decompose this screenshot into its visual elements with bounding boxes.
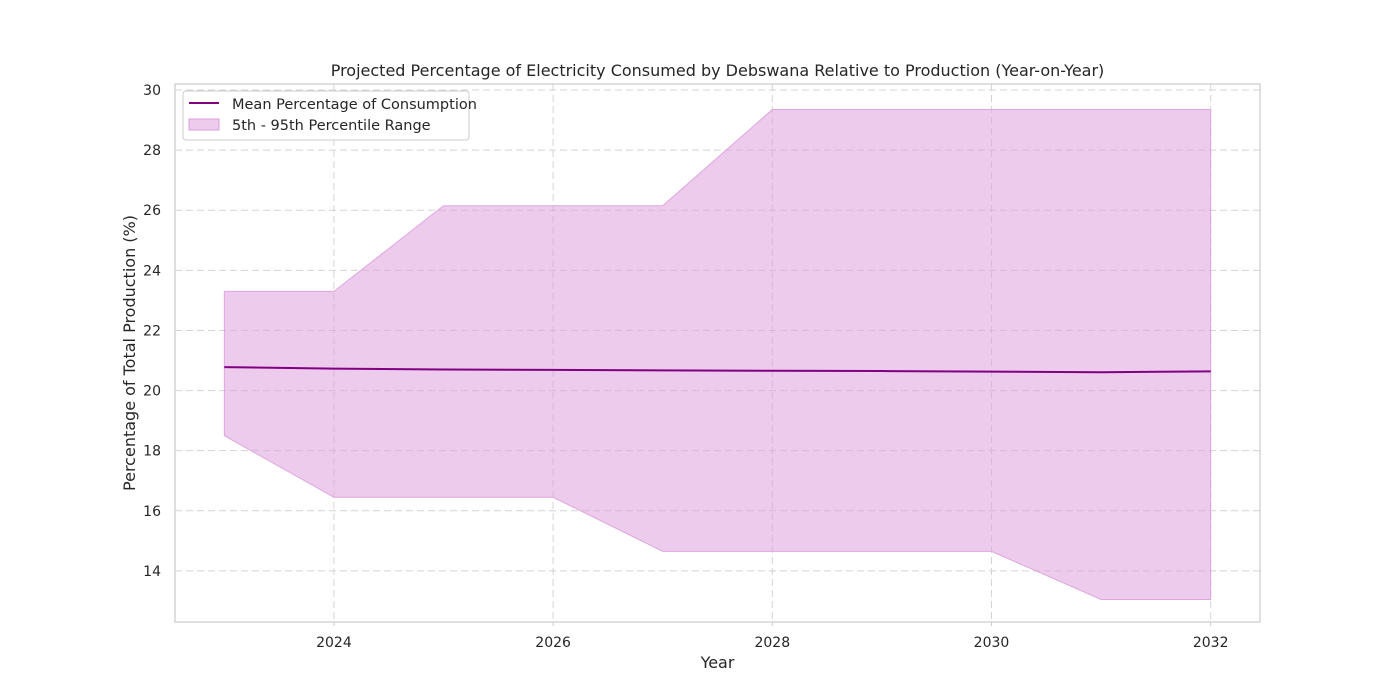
mean-line-layer bbox=[224, 366, 1211, 374]
plot-frame bbox=[174, 83, 1261, 623]
y-tick-label: 18 bbox=[143, 444, 161, 460]
y-tick-label: 24 bbox=[143, 263, 161, 279]
y-tick-label: 26 bbox=[143, 203, 161, 219]
percentile-band-layer bbox=[223, 109, 1212, 600]
x-tick-label: 2030 bbox=[974, 635, 1010, 651]
x-tick-label: 2028 bbox=[754, 635, 790, 651]
y-tick-label: 22 bbox=[143, 323, 161, 339]
y-axis-label: Percentage of Total Production (%) bbox=[120, 215, 139, 491]
chart-title: Projected Percentage of Electricity Cons… bbox=[331, 61, 1105, 80]
y-tick-label: 20 bbox=[143, 384, 161, 400]
legend-label-band: 5th - 95th Percentile Range bbox=[232, 118, 431, 134]
y-tick-label: 30 bbox=[143, 83, 161, 99]
y-tick-label: 16 bbox=[143, 504, 161, 520]
y-tick-labels: 14 16 18 20 22 24 26 28 30 bbox=[143, 83, 161, 580]
legend-swatch-band bbox=[188, 118, 220, 131]
y-tick-label: 28 bbox=[143, 143, 161, 159]
percentile-band bbox=[223, 109, 1212, 600]
x-tick-label: 2026 bbox=[535, 635, 571, 651]
mean-line bbox=[224, 366, 1211, 374]
x-tick-labels: 2024 2026 2028 2030 2032 bbox=[316, 622, 1229, 651]
legend: Mean Percentage of Consumption 5th - 95t… bbox=[182, 90, 477, 141]
x-axis-label: Year bbox=[700, 653, 735, 672]
legend-box bbox=[182, 90, 470, 141]
legend-label-mean: Mean Percentage of Consumption bbox=[232, 97, 477, 113]
x-tick-label: 2032 bbox=[1193, 635, 1229, 651]
y-tick-label: 14 bbox=[143, 564, 161, 580]
x-tick-label: 2024 bbox=[316, 635, 352, 651]
